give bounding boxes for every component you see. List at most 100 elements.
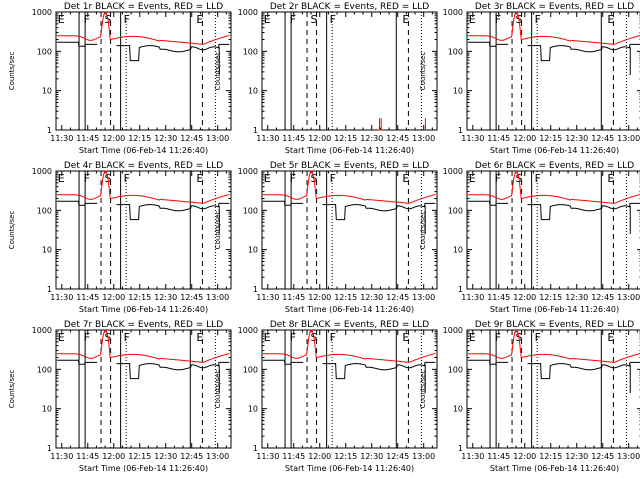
y-axis-label: Counts/sec [419, 211, 427, 250]
x-tick-label: 13:00 [412, 293, 435, 302]
x-tick-label: 11:45 [487, 452, 510, 461]
axes-frame [55, 329, 232, 449]
x-tick-label: 13:00 [617, 134, 640, 143]
x-tick-label: 12:15 [128, 293, 151, 302]
x-axis-label: Start Time (06-Feb-14 11:26:40) [285, 305, 414, 314]
y-tick-label: 1000 [443, 167, 463, 176]
y-tick-label: 1000 [238, 167, 258, 176]
x-tick-label: 12:15 [539, 293, 562, 302]
x-tick-label: 12:30 [154, 293, 177, 302]
x-tick-label: 12:30 [360, 134, 383, 143]
x-axis-label: Start Time (06-Feb-14 11:26:40) [285, 146, 414, 155]
x-axis-label: Start Time (06-Feb-14 11:26:40) [490, 305, 619, 314]
x-tick-label: 12:45 [180, 452, 203, 461]
region-letter: F [290, 172, 296, 185]
region-letter: F [535, 13, 541, 26]
panel-5: Det 5r BLACK = Events, RED = LLD Counts/s… [214, 161, 438, 314]
region-letter: E [607, 13, 614, 26]
x-tick-label: 11:45 [76, 452, 99, 461]
x-tick-label: 11:45 [282, 452, 305, 461]
x-tick-label: 12:30 [565, 134, 588, 143]
y-tick-label: 1 [253, 285, 258, 294]
axes-frame [261, 329, 438, 449]
x-axis-label: Start Time (06-Feb-14 11:26:40) [285, 464, 414, 473]
x-tick-label: 13:00 [617, 293, 640, 302]
panel-title: Det 4r BLACK = Events, RED = LLD [64, 161, 223, 171]
events-series-line [467, 359, 640, 394]
events-series-line [467, 200, 640, 235]
region-letter: F [290, 331, 296, 344]
region-letter: F [330, 13, 336, 26]
x-axis-label: Start Time (06-Feb-14 11:26:40) [79, 146, 208, 155]
lld-series-line [56, 11, 230, 45]
panel-8: Det 8r BLACK = Events, RED = LLD Counts/s… [214, 320, 438, 473]
x-tick-label: 12:00 [102, 134, 125, 143]
y-tick-label: 1000 [238, 326, 258, 335]
x-tick-label: 12:00 [102, 293, 125, 302]
y-tick-label: 10 [453, 87, 463, 96]
axes-frame [261, 170, 438, 290]
region-letter: F [124, 13, 130, 26]
x-tick-label: 12:30 [360, 452, 383, 461]
region-letter: E [58, 13, 65, 26]
panel-title: Det 5r BLACK = Events, RED = LLD [270, 161, 429, 171]
x-tick-label: 11:30 [50, 134, 73, 143]
region-letter: F [124, 172, 130, 185]
y-axis-label: Counts/sec [214, 52, 222, 91]
y-tick-label: 100 [448, 206, 463, 215]
region-letter: E [607, 172, 614, 185]
region-letter: E [58, 331, 65, 344]
x-tick-label: 12:00 [308, 452, 331, 461]
x-tick-label: 12:15 [128, 452, 151, 461]
x-tick-label: 12:00 [308, 293, 331, 302]
y-tick-label: 1 [458, 444, 463, 453]
x-tick-label: 13:00 [206, 134, 229, 143]
y-tick-label: 1000 [32, 326, 52, 335]
x-tick-label: 12:00 [513, 452, 536, 461]
x-tick-label: 12:45 [180, 134, 203, 143]
x-tick-label: 11:30 [461, 293, 484, 302]
y-tick-label: 1000 [443, 8, 463, 17]
x-tick-label: 12:15 [539, 134, 562, 143]
y-tick-label: 10 [453, 246, 463, 255]
y-tick-label: 1 [47, 285, 52, 294]
x-tick-label: 11:45 [282, 293, 305, 302]
panel-3: Det 3r BLACK = Events, RED = LLD Counts/s… [419, 2, 640, 155]
y-tick-label: 1000 [443, 326, 463, 335]
lld-series-line [467, 170, 640, 204]
x-tick-label: 12:00 [513, 293, 536, 302]
region-letter: E [196, 172, 203, 185]
x-tick-label: 11:45 [487, 134, 510, 143]
x-tick-label: 12:15 [334, 293, 357, 302]
region-letter: F [330, 172, 336, 185]
x-tick-label: 12:30 [154, 134, 177, 143]
x-tick-label: 12:30 [154, 452, 177, 461]
y-tick-label: 10 [248, 87, 258, 96]
x-tick-label: 11:30 [461, 452, 484, 461]
y-axis-label: Counts/sec [419, 370, 427, 409]
x-tick-label: 13:00 [617, 452, 640, 461]
y-tick-label: 1 [47, 444, 52, 453]
x-tick-label: 12:45 [180, 293, 203, 302]
x-tick-label: 11:30 [50, 293, 73, 302]
panel-title: Det 6r BLACK = Events, RED = LLD [475, 161, 634, 171]
axes-frame [261, 11, 438, 131]
y-tick-label: 10 [42, 246, 52, 255]
axes-frame [55, 11, 232, 131]
x-tick-label: 11:30 [256, 293, 279, 302]
region-letter: E [196, 331, 203, 344]
region-letter: E [264, 331, 271, 344]
x-tick-label: 11:45 [487, 293, 510, 302]
x-tick-label: 13:00 [412, 134, 435, 143]
y-axis-label: Counts/sec [8, 52, 16, 91]
y-tick-label: 1000 [32, 8, 52, 17]
x-tick-label: 12:30 [360, 293, 383, 302]
lld-series-line [56, 170, 230, 204]
x-tick-label: 12:45 [386, 452, 409, 461]
x-tick-label: 12:30 [565, 452, 588, 461]
region-letter: E [469, 331, 476, 344]
region-letter: F [84, 172, 90, 185]
lld-series-line [262, 170, 436, 204]
panel-title: Det 8r BLACK = Events, RED = LLD [270, 320, 429, 330]
y-axis-label: Counts/sec [8, 370, 16, 409]
